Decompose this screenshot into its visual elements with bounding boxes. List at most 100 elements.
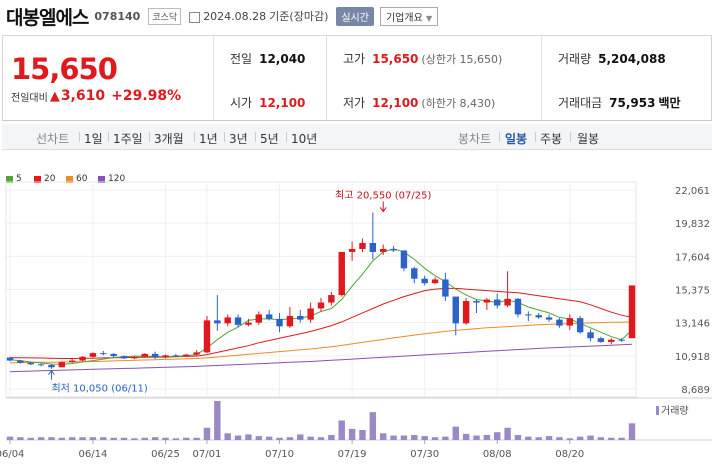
tab-candle-chart[interactable]: 봉차트 <box>458 132 492 146</box>
ma120-line <box>9 343 633 373</box>
volume-bar <box>494 432 501 440</box>
volume-bar <box>576 436 584 440</box>
volume-bar <box>276 437 283 440</box>
candle-body <box>234 317 242 325</box>
candle-body <box>255 314 263 323</box>
divider <box>194 132 195 142</box>
tab-10year[interactable]: 10년 <box>291 132 318 146</box>
divider <box>224 132 225 142</box>
candle-body <box>473 301 480 303</box>
candle-body <box>390 248 397 251</box>
current-price: 15,650 <box>11 52 118 86</box>
change-amount: 3,610 <box>60 88 106 104</box>
tab-line-chart[interactable]: 선차트 <box>36 132 70 146</box>
volume-bar <box>183 437 190 440</box>
candle-body <box>297 315 304 320</box>
tab-5year[interactable]: 5년 <box>260 132 279 146</box>
volume-bar <box>411 434 418 440</box>
tab-1week[interactable]: 1주일 <box>113 132 143 146</box>
tab-3year[interactable]: 3년 <box>229 132 248 146</box>
candle-body <box>307 308 314 320</box>
candle-body <box>203 320 211 353</box>
volume-bar <box>89 437 97 440</box>
divider <box>541 36 542 120</box>
y-tick-label: 8,689 <box>681 385 710 396</box>
realtime-button[interactable]: 실시간 <box>336 6 374 26</box>
y-tick-label: 13,146 <box>675 319 710 330</box>
candle-body <box>608 339 615 342</box>
volume-bar <box>297 434 304 440</box>
stat-amount: 거래대금 75,953 백만 <box>558 95 681 111</box>
volume-bar <box>379 433 387 440</box>
candle-body <box>348 248 356 252</box>
candle-body <box>110 353 117 357</box>
volume-bar <box>286 437 294 440</box>
volume-bar <box>224 433 231 440</box>
quote-date: 2024.08.28 <box>203 9 267 23</box>
candle-body <box>214 320 221 324</box>
volume-bar <box>535 437 542 440</box>
divider <box>213 36 214 120</box>
y-tick-label: 17,604 <box>675 252 710 263</box>
legend-swatch <box>34 175 41 183</box>
candle-body <box>494 299 501 306</box>
company-overview-label: 기업개요 <box>385 12 423 24</box>
ma60-line <box>9 321 633 364</box>
candle-body <box>369 242 377 252</box>
chart-period-tabs: 선차트 1일 1주일 3개월 1년 3년 5년 10년 봉차트 일봉 주봉 월봉 <box>2 124 712 150</box>
candle-body <box>141 353 148 357</box>
candle-body <box>183 354 190 357</box>
tab-3month[interactable]: 3개월 <box>154 132 184 146</box>
volume-bar <box>120 437 128 440</box>
candle-body <box>566 318 574 326</box>
legend-swatch <box>98 175 105 183</box>
ma5-line <box>9 248 633 365</box>
volume-bar <box>110 437 117 440</box>
candle-body <box>338 251 345 296</box>
quote-basis: 기준(장마감) <box>269 10 329 23</box>
legend-swatch <box>66 175 73 183</box>
x-tick-label: 07/30 <box>410 449 439 460</box>
volume-bar <box>214 401 221 440</box>
x-tick-label: 07/19 <box>338 449 367 460</box>
stat-low: 저가 12,100 (하한가 8,430) <box>343 95 496 111</box>
volume-bar <box>483 434 491 440</box>
stat-volume: 거래량 5,204,088 <box>558 51 666 67</box>
volume-bar <box>431 437 439 440</box>
candle-body <box>245 322 252 325</box>
volume-bar <box>58 437 66 440</box>
volume-bar <box>48 437 55 440</box>
volume-bar <box>100 437 107 440</box>
x-tick-label: 07/10 <box>265 449 294 460</box>
tab-1day[interactable]: 1일 <box>84 132 103 146</box>
quote-summary: 15,650 전일대비 ▲ 3,610 +29.98% 전일 12,040 고가 1… <box>2 35 712 121</box>
volume-bar <box>462 433 470 440</box>
x-tick-label: 08/08 <box>483 449 512 460</box>
tab-monthly[interactable]: 월봉 <box>577 132 600 146</box>
volume-bar <box>597 437 605 440</box>
stat-open: 시가 12,100 <box>230 95 306 111</box>
volume-bar <box>79 437 86 440</box>
divider <box>326 36 327 120</box>
volume-bar <box>193 437 200 440</box>
candle-body <box>504 298 511 306</box>
stock-code: 078140 <box>94 9 141 23</box>
divider <box>255 132 256 142</box>
company-overview-button[interactable]: 기업개요 ▼ <box>379 6 439 26</box>
divider <box>149 132 150 142</box>
volume-bar <box>504 427 511 440</box>
volume-bar <box>442 436 449 440</box>
tab-daily[interactable]: 일봉 <box>505 132 528 146</box>
divider <box>79 132 80 142</box>
volume-bar <box>421 436 428 440</box>
divider <box>535 132 536 142</box>
volume-bar <box>151 437 159 440</box>
candle-body <box>556 319 563 326</box>
tab-weekly[interactable]: 주봉 <box>540 132 563 146</box>
low-annotation: 최저 10,050 (06/11) <box>51 383 147 395</box>
legend-ma120: 120 <box>98 174 125 184</box>
legend-ma5: 5 <box>6 174 22 184</box>
dropdown-arrow-icon: ▼ <box>425 13 433 23</box>
candle-body <box>317 302 325 309</box>
tab-1year[interactable]: 1년 <box>199 132 218 146</box>
